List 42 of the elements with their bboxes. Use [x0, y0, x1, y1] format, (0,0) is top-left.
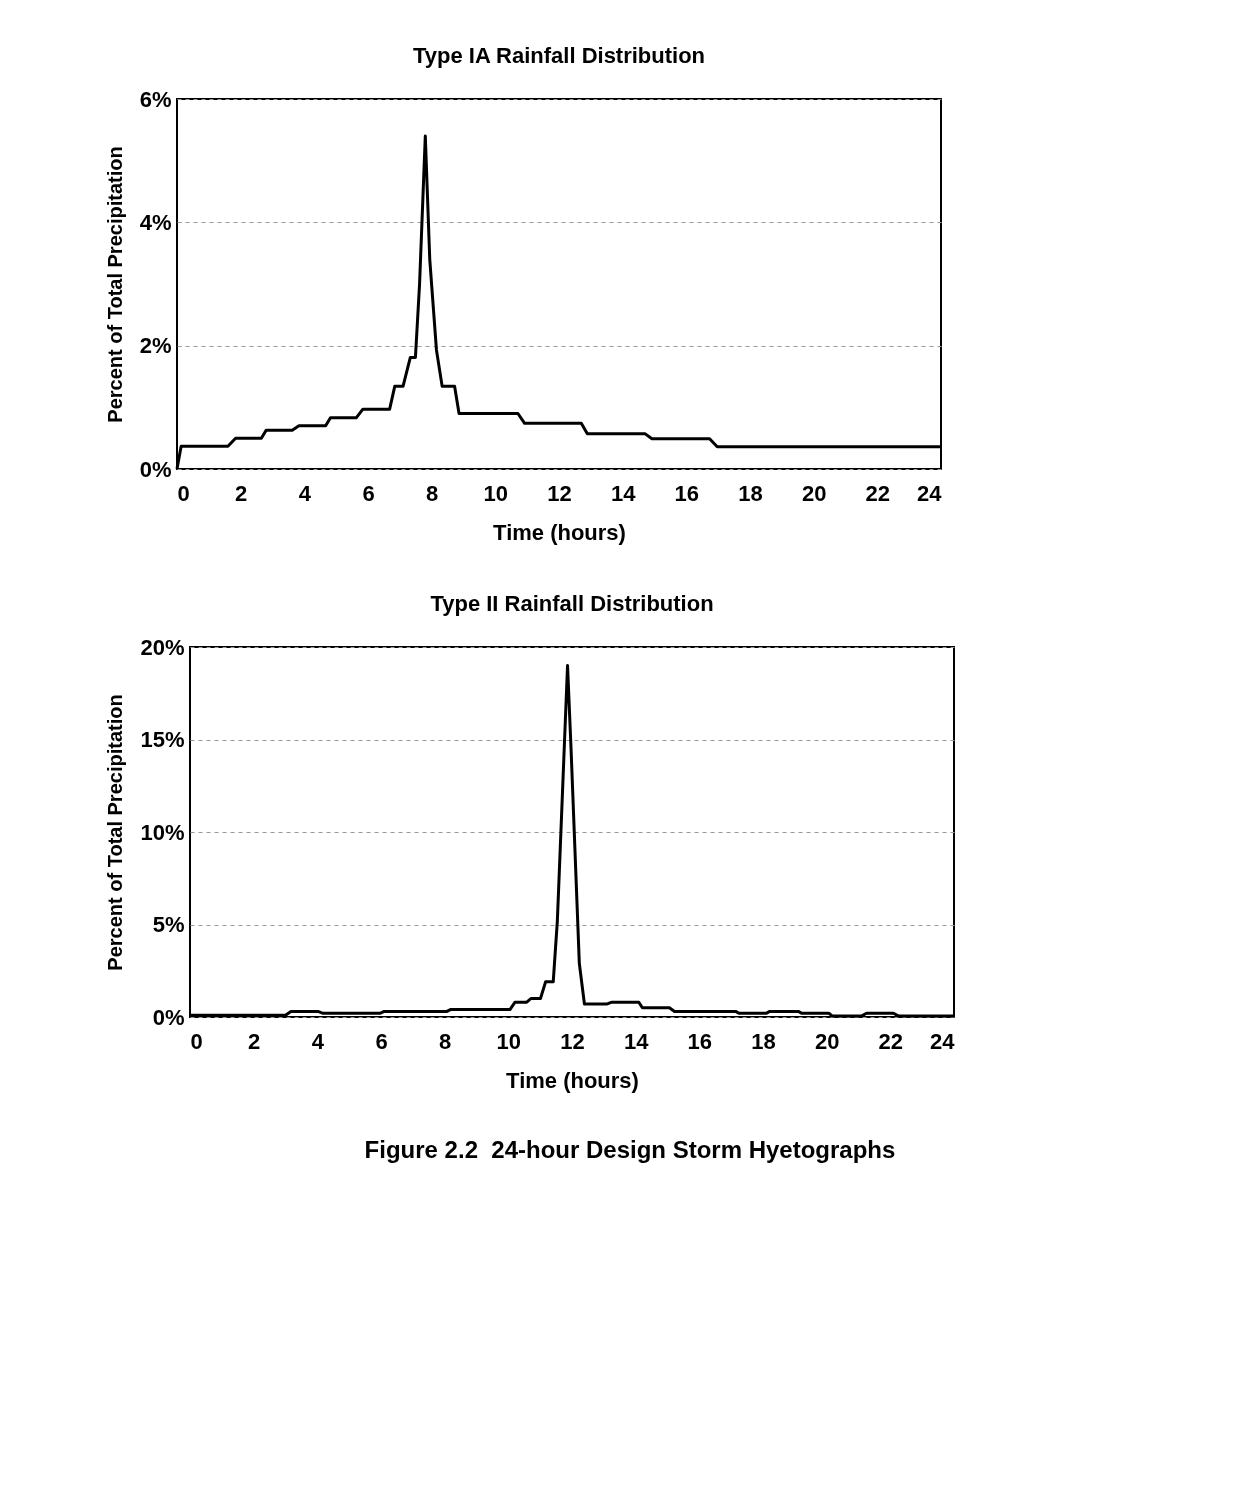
- x-tick-label: 0: [190, 1028, 203, 1054]
- y-tick-label: 5%: [152, 912, 185, 937]
- x-tick-label: 22: [878, 1028, 904, 1054]
- x-tick-label: 0: [177, 480, 190, 506]
- y-tick-label: 15%: [140, 727, 185, 752]
- x-tick-label: 22: [865, 480, 891, 506]
- x-tick-label: 12: [560, 1028, 585, 1054]
- chart-title: Type IA Rainfall Distribution: [412, 43, 706, 68]
- x-tick-label: 4: [298, 480, 312, 506]
- y-tick-label: 0%: [139, 456, 172, 482]
- x-tick-label: 10: [483, 480, 509, 506]
- chart-title: Type II Rainfall Distribution: [430, 591, 714, 616]
- x-tick-label: 18: [738, 480, 763, 506]
- x-tick-label: 2: [248, 1028, 261, 1054]
- x-tick-label: 20: [801, 480, 827, 506]
- x-tick-label: 6: [362, 480, 375, 506]
- x-tick-label: 18: [751, 1028, 776, 1054]
- x-tick-label: 14: [610, 480, 637, 506]
- x-tick-label: 16: [674, 480, 700, 506]
- y-axis-title: Percent of Total Precipitation: [104, 694, 127, 971]
- x-tick-label: 24: [930, 1028, 956, 1054]
- x-tick-label: 2: [235, 480, 248, 506]
- y-tick-label: 6%: [139, 86, 172, 112]
- x-tick-label: 4: [311, 1028, 325, 1054]
- x-tick-label: 24: [917, 480, 943, 506]
- y-tick-label: 0%: [152, 1004, 185, 1030]
- x-tick-label: 20: [814, 1028, 840, 1054]
- x-tick-label: 6: [375, 1028, 388, 1054]
- y-tick-label: 20%: [140, 634, 185, 660]
- caption: Figure 2.2 24-hour Design Storm Hyetographs: [363, 1136, 897, 1164]
- x-tick-label: 16: [687, 1028, 713, 1054]
- x-tick-label: 8: [426, 480, 439, 506]
- x-axis-title: Time (hours): [493, 519, 626, 545]
- x-tick-label: 14: [623, 1028, 650, 1054]
- x-tick-label: 12: [547, 480, 572, 506]
- x-tick-label: 10: [496, 1028, 522, 1054]
- y-tick-label: 4%: [139, 209, 172, 235]
- y-tick-label: 2%: [139, 333, 172, 359]
- y-tick-label: 10%: [140, 819, 185, 845]
- x-tick-label: 8: [439, 1028, 452, 1054]
- y-axis-title: Percent of Total Precipitation: [103, 146, 126, 423]
- x-axis-title: Time (hours): [506, 1067, 639, 1093]
